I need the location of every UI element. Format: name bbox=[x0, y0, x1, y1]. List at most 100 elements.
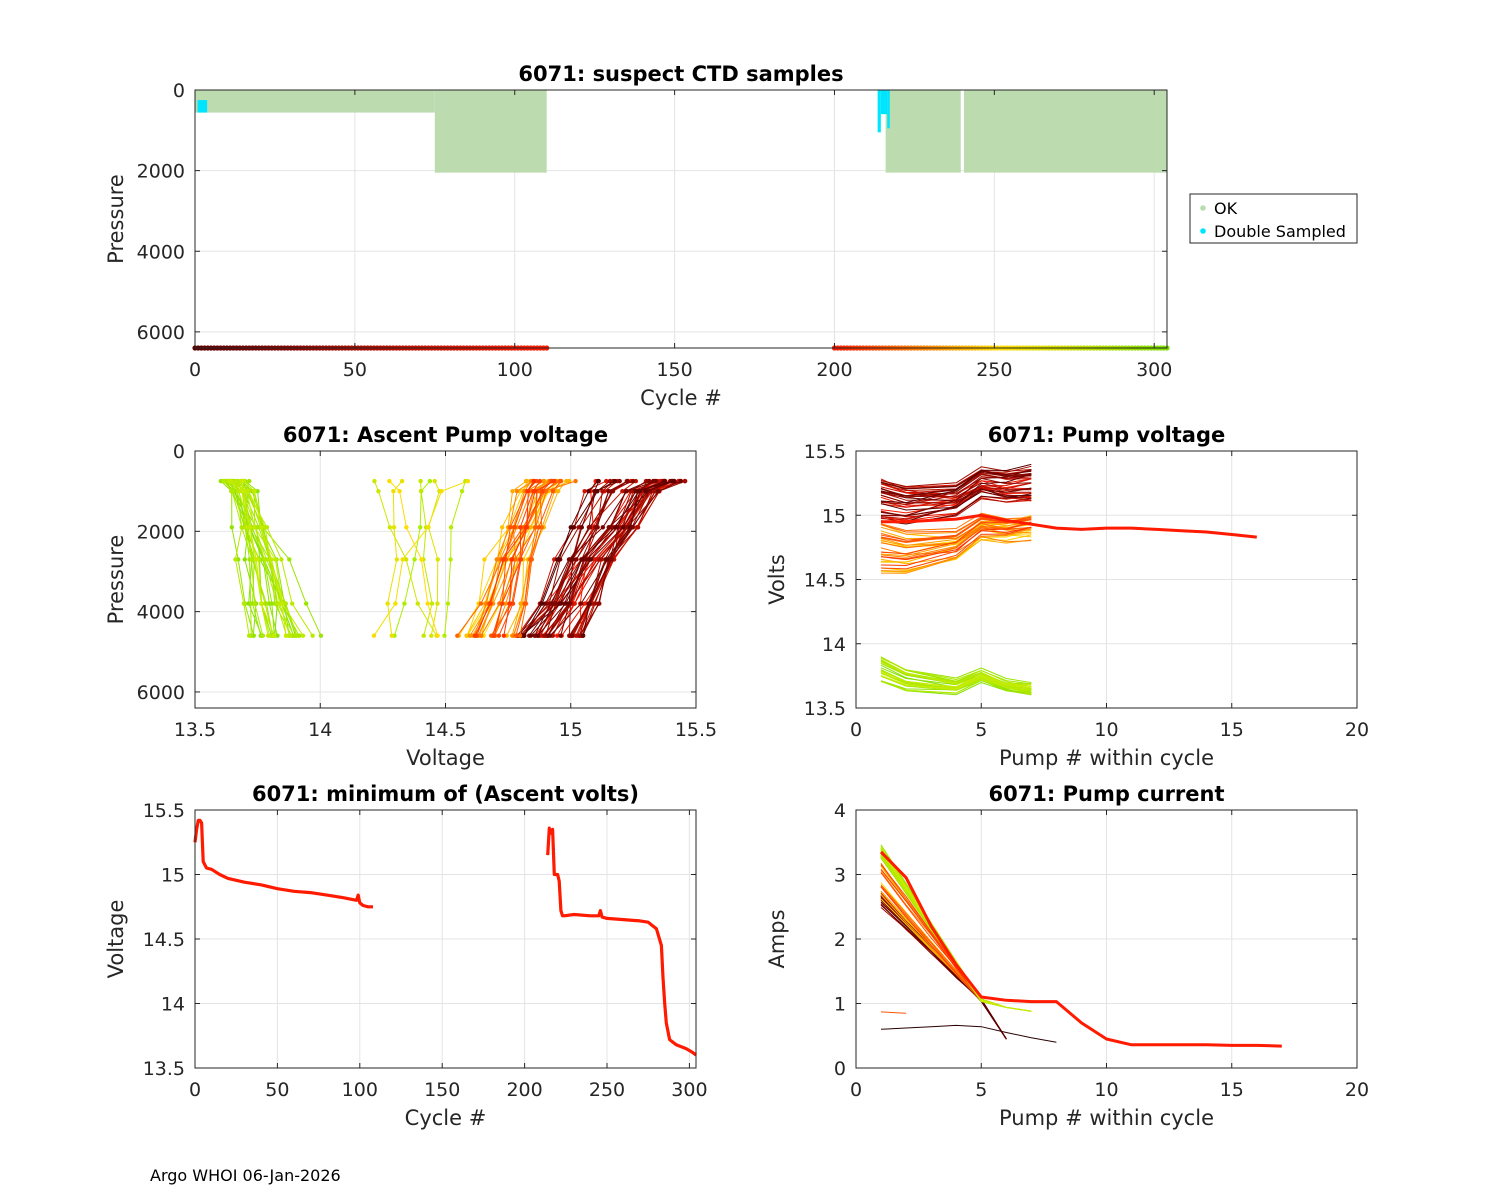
ascent-profile-line bbox=[466, 480, 534, 636]
ascent-profile-point bbox=[251, 488, 257, 494]
pump-voltage-line bbox=[880, 527, 1032, 574]
y-tick-label: 15.5 bbox=[143, 800, 185, 822]
x-tick-label: 0 bbox=[189, 359, 201, 381]
pump-voltage-line bbox=[880, 512, 1032, 531]
x-tick-label: 0 bbox=[850, 719, 862, 741]
ascent-profile-point bbox=[385, 601, 390, 606]
ascent-profile-point bbox=[547, 633, 553, 638]
ascent-profile-line bbox=[582, 480, 665, 636]
x-tick-label: 100 bbox=[342, 1079, 378, 1101]
pump-current-long-series bbox=[879, 850, 1282, 1048]
ascent-profile-point bbox=[522, 601, 527, 606]
ascent-profile-point bbox=[496, 633, 502, 638]
ascent-profile-point bbox=[537, 478, 542, 484]
pump-voltage-line bbox=[880, 463, 1032, 504]
y-tick-label: 1 bbox=[834, 994, 846, 1016]
y-tick-label: 6000 bbox=[137, 682, 185, 704]
ascent-profile-point bbox=[620, 525, 626, 530]
ascent-profile-point bbox=[509, 557, 515, 562]
x-tick-label: 20 bbox=[1345, 719, 1369, 741]
ascent-profile-point bbox=[248, 601, 253, 606]
ascent-profile-point bbox=[567, 478, 572, 484]
ascent-profile-point bbox=[595, 488, 600, 494]
ascent-profile-point bbox=[637, 488, 643, 494]
x-tick-label: 0 bbox=[189, 1079, 201, 1101]
ascent-pump-voltage-chart: 13.5 14 14.5 15 15.5 0 2000 4000 6000 6071: Ascen… bbox=[104, 423, 717, 770]
minimum-ascent-volts-chart: 0 50 100 150 200 250 300 13.5 14 14.5 15 15.5 6071: … bbox=[104, 782, 708, 1130]
ascent-profile-point bbox=[283, 601, 288, 606]
ascent-profile-point bbox=[418, 478, 423, 484]
ascent-profile-point bbox=[540, 488, 545, 494]
ascent-profile-point bbox=[523, 478, 529, 484]
pump-voltage-line bbox=[880, 470, 1032, 490]
ascent-profile-point bbox=[400, 557, 405, 562]
ascent-profile-point bbox=[310, 633, 315, 638]
ascent-profile-point bbox=[283, 633, 289, 638]
x-tick-label: 0 bbox=[850, 1079, 862, 1101]
ascent-profile-line bbox=[521, 480, 671, 637]
ok-samples bbox=[885, 90, 961, 173]
y-tick-label: 4 bbox=[834, 800, 846, 822]
ascent-profile-line bbox=[518, 480, 616, 636]
ascent-profile-line bbox=[523, 480, 656, 636]
ascent-profile-point bbox=[573, 478, 578, 484]
ascent-profile-point bbox=[253, 557, 259, 562]
pump-voltage-line bbox=[880, 491, 1032, 511]
ascent-profile-point bbox=[513, 633, 519, 638]
ascent-profile-point bbox=[391, 488, 396, 494]
ascent-profile-line bbox=[494, 480, 557, 636]
pump-current-chart: 0 5 10 15 20 0 1 2 3 4 6071: Pump current Pump # wi… bbox=[765, 782, 1369, 1130]
legend: OK Double Sampled bbox=[1189, 193, 1358, 244]
ascent-profile-point bbox=[586, 525, 592, 530]
y-axis-label: Voltage bbox=[104, 900, 128, 979]
ascent-profile-point bbox=[246, 633, 252, 638]
ascent-profile-point bbox=[569, 633, 575, 638]
ascent-profile-point bbox=[303, 601, 309, 606]
ascent-profile-point bbox=[275, 633, 280, 638]
ascent-profile-point bbox=[236, 488, 241, 494]
ascent-profile-point bbox=[558, 633, 563, 638]
ascent-profile-point bbox=[535, 633, 540, 638]
pump-voltage-line bbox=[880, 534, 1032, 571]
ascent-profile-line bbox=[547, 480, 649, 636]
ascent-profile-point bbox=[580, 633, 586, 638]
ascent-profile-point bbox=[672, 478, 677, 484]
ascent-profile-point bbox=[514, 488, 520, 494]
ascent-profile-point bbox=[612, 525, 618, 530]
ascent-profile-point bbox=[488, 601, 493, 606]
ascent-profile-point bbox=[646, 478, 651, 484]
ascent-profile-point bbox=[596, 601, 601, 606]
ascent-profile-point bbox=[573, 633, 579, 638]
ascent-profile-point bbox=[572, 601, 577, 606]
pump-voltage-line bbox=[880, 487, 1032, 517]
ascent-profile-line bbox=[473, 480, 533, 636]
ascent-profile-point bbox=[233, 557, 238, 562]
ascent-profile-point bbox=[532, 525, 538, 530]
ascent-profile-point bbox=[594, 525, 600, 530]
ascent-profile-line bbox=[477, 480, 544, 636]
ascent-profile-point bbox=[579, 557, 585, 562]
ascent-profile-point bbox=[620, 488, 625, 494]
ascent-profile-point bbox=[624, 488, 630, 494]
ascent-profile-point bbox=[403, 557, 409, 562]
ascent-profile-point bbox=[387, 478, 392, 484]
ascent-profile-point bbox=[221, 478, 226, 484]
ascent-profile-point bbox=[627, 525, 633, 530]
ascent-profile-point bbox=[566, 601, 572, 606]
ascent-profile-point bbox=[526, 488, 531, 494]
ascent-profile-point bbox=[421, 633, 426, 638]
ascent-profile-point bbox=[595, 478, 601, 484]
x-tick-label: 15 bbox=[1220, 719, 1244, 741]
ascent-profile-line bbox=[534, 480, 634, 636]
y-tick-label: 14.5 bbox=[143, 929, 185, 951]
chart-title: 6071: suspect CTD samples bbox=[518, 62, 843, 86]
min-voltage-series bbox=[193, 818, 373, 909]
ascent-profile-point bbox=[455, 633, 460, 638]
y-tick-label: 15 bbox=[161, 865, 185, 887]
x-tick-label: 50 bbox=[343, 359, 367, 381]
ascent-profile-point bbox=[541, 478, 546, 484]
ascent-profile-point bbox=[508, 525, 513, 530]
ascent-profile-point bbox=[586, 488, 591, 494]
x-tick-label: 14.5 bbox=[424, 719, 466, 741]
